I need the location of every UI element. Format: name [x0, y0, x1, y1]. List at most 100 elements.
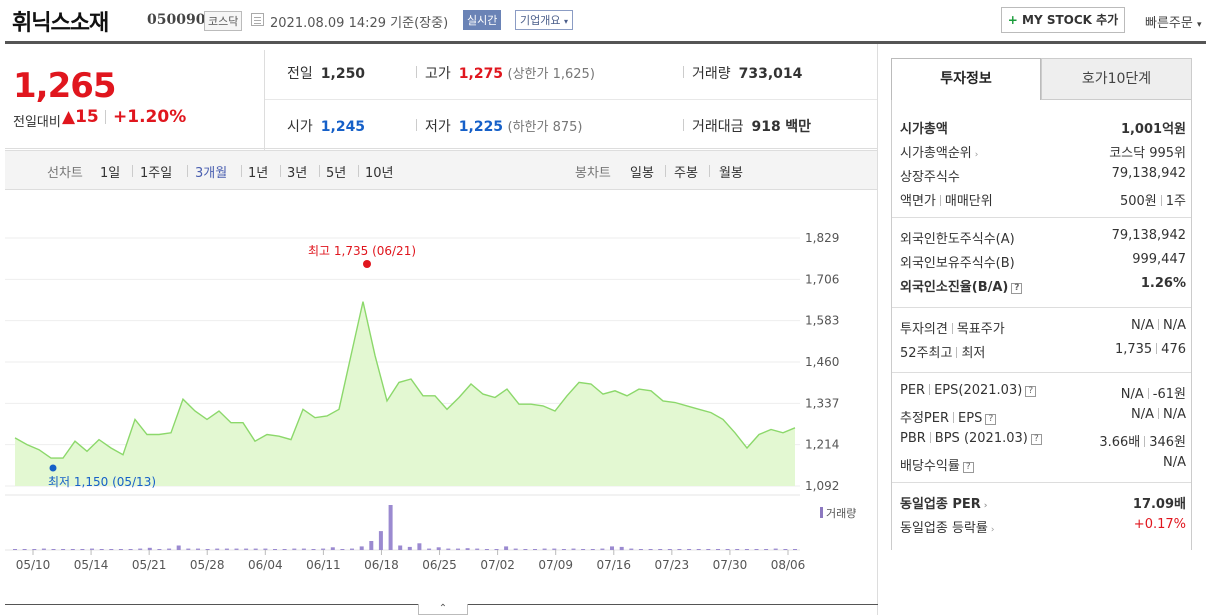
basis-label: 기준(장중)	[390, 16, 449, 31]
volume-bar	[118, 549, 123, 550]
volume-bar	[667, 549, 672, 550]
info-value-text: 999,447	[1132, 252, 1186, 267]
chevron-right-icon[interactable]: ›	[990, 525, 995, 535]
info-value-text: 500원	[1119, 194, 1157, 209]
help-icon[interactable]: ?	[1011, 283, 1023, 294]
info-key: 52주최고 최저	[900, 342, 985, 361]
volume-bar	[484, 549, 489, 550]
volume-bar	[677, 549, 682, 550]
high-label: 고가	[425, 66, 451, 82]
period-1w[interactable]: 1주일	[140, 166, 173, 181]
divider	[709, 165, 710, 177]
y-tick-label: 1,460	[805, 355, 839, 369]
info-value-text: -61원	[1152, 387, 1186, 402]
info-key-text: PBR	[900, 431, 926, 446]
chart-collapse-button[interactable]: ⌃	[418, 604, 468, 615]
price-area	[15, 301, 795, 486]
period-1y[interactable]: 1년	[248, 166, 269, 181]
info-row: PER EPS(2021.03)? N/A -61원	[900, 380, 1186, 402]
info-key: 외국인소진율(B/A)?	[900, 276, 1023, 295]
x-tick-label: 07/02	[480, 558, 515, 572]
market-badge: 코스닥	[204, 11, 243, 31]
volume-bar	[542, 548, 547, 550]
realtime-button[interactable]: 실시간	[463, 10, 502, 30]
info-key-text: 외국인한도주식수(A)	[900, 232, 1015, 247]
volume-bar	[292, 548, 297, 550]
info-row: 외국인소진율(B/A)? 1.26%	[900, 273, 1186, 295]
x-tick-label: 07/16	[596, 558, 631, 572]
chevron-right-icon[interactable]: ›	[983, 501, 988, 511]
help-icon[interactable]: ?	[985, 414, 997, 425]
info-value: N/A	[1163, 455, 1186, 470]
chevron-right-icon[interactable]: ›	[974, 150, 979, 160]
quick-order-button[interactable]: 빠른주문 ▾	[1145, 12, 1202, 31]
info-key-text: 목표주가	[956, 322, 1005, 337]
volume-bar	[533, 549, 537, 550]
info-key-text: 상장주식수	[900, 170, 960, 185]
mystock-label: MY STOCK 추가	[1022, 13, 1119, 27]
divider	[265, 99, 877, 100]
volume-bar	[359, 546, 364, 550]
amount-label: 거래대금	[692, 119, 744, 135]
candle-monthly[interactable]: 월봉	[719, 166, 743, 181]
low-marker	[49, 464, 57, 472]
period-3m[interactable]: 3개월	[195, 166, 228, 181]
info-row: 상장주식수 79,138,942	[900, 163, 1186, 185]
datetime: 2021.08.09 14:29 기준(장중)	[270, 12, 448, 31]
period-5y[interactable]: 5년	[326, 166, 347, 181]
period-10y[interactable]: 10년	[365, 166, 394, 181]
divider	[358, 165, 359, 177]
info-value: 3.66배 346원	[1099, 431, 1186, 450]
volume-value: 733,014	[738, 66, 803, 82]
volume-bar	[215, 548, 220, 550]
volume-bar	[687, 549, 692, 550]
divider	[892, 217, 1191, 218]
calendar-icon	[251, 13, 264, 26]
help-icon[interactable]: ?	[1030, 434, 1042, 445]
divider	[929, 432, 931, 443]
volume-bar	[388, 505, 393, 550]
price-chart[interactable]: 1,829 1,706 1,583 1,460 1,337 1,214 1,092 최고 1,…	[5, 191, 878, 581]
help-icon[interactable]: ?	[962, 462, 974, 473]
volume-bar	[369, 541, 374, 550]
header-divider	[5, 41, 1206, 44]
period-1d[interactable]: 1일	[100, 166, 121, 181]
prev-label: 전일	[287, 66, 313, 82]
period-3y[interactable]: 3년	[287, 166, 308, 181]
info-value-text: 1.26%	[1140, 276, 1186, 291]
info-key: 외국인한도주식수(A)	[900, 228, 1015, 247]
info-value-text: 1,001억원	[1120, 122, 1186, 137]
divider	[892, 372, 1191, 373]
chevron-down-icon: ▾	[563, 17, 568, 26]
candle-weekly[interactable]: 주봉	[674, 166, 698, 181]
info-key-text: 외국인보유주식수(B)	[900, 256, 1015, 271]
x-tick-label: 07/09	[538, 558, 573, 572]
trade-amount: 거래대금 918 백만	[692, 116, 811, 136]
volume-bar	[754, 549, 759, 550]
volume-bar	[176, 545, 181, 550]
info-key: 동일업종 등락률 ›	[900, 517, 994, 536]
candle-daily[interactable]: 일봉	[630, 166, 654, 181]
company-overview-button[interactable]: 기업개요 ▾	[515, 10, 573, 30]
info-row: 시가총액 1,001억원	[900, 115, 1186, 137]
divider	[1147, 388, 1149, 399]
info-key-text: 액면가	[900, 194, 936, 209]
info-key-text: 동일업종 등락률	[900, 521, 988, 536]
low-label: 저가	[425, 119, 451, 135]
mystock-add-button[interactable]: + MY STOCK 추가	[1001, 7, 1125, 33]
info-key: 배당수익률?	[900, 455, 974, 474]
info-row: 배당수익률? N/A	[900, 452, 1186, 474]
datetime-value: 2021.08.09 14:29	[270, 16, 387, 31]
open-value: 1,245	[320, 119, 366, 135]
current-price: 1,265	[13, 66, 117, 106]
candle-chart-label: 봉차트	[575, 166, 611, 181]
tab-order-book[interactable]: 호가10단계	[1041, 58, 1192, 100]
x-tick-label: 07/23	[655, 558, 690, 572]
help-icon[interactable]: ?	[1025, 386, 1037, 397]
volume-bar	[783, 549, 788, 550]
x-tick-label: 05/10	[16, 558, 51, 572]
volume-bar	[725, 549, 730, 550]
tab-investment-info[interactable]: 투자정보	[891, 58, 1041, 100]
divider	[892, 307, 1191, 308]
volume-bar	[523, 549, 528, 550]
